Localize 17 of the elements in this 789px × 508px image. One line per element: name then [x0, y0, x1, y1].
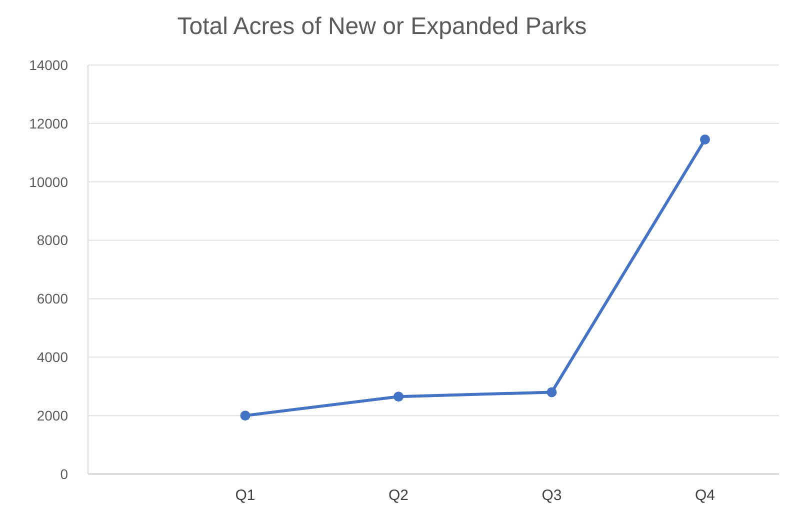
y-tick-label: 8000 [36, 232, 68, 248]
y-tick-label: 4000 [36, 349, 68, 366]
x-tick-label: Q1 [235, 487, 256, 504]
x-tick-label: Q3 [542, 487, 562, 504]
y-tick-label: 14000 [29, 56, 68, 73]
point [546, 387, 557, 398]
y-tick-label: 10000 [29, 174, 68, 190]
y-tick-label: 12000 [29, 115, 68, 132]
y-tick-label: 0 [60, 466, 68, 482]
y-tick-label: 6000 [36, 290, 68, 307]
point [240, 410, 250, 421]
point [700, 134, 710, 144]
y-tick-label: 2000 [36, 407, 68, 424]
x-tick-label: Q4 [694, 487, 716, 504]
point [394, 392, 404, 402]
chart-title: Total Acres of New or Expanded Parks [177, 13, 587, 40]
x-tick-label: Q2 [388, 487, 409, 504]
